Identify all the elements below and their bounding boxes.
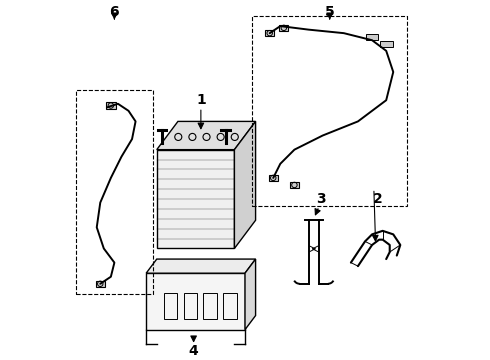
Bar <box>366 33 378 40</box>
Polygon shape <box>146 273 245 330</box>
Bar <box>203 293 217 319</box>
Bar <box>96 281 105 287</box>
Bar <box>75 90 153 294</box>
Bar <box>290 182 299 188</box>
Polygon shape <box>245 259 256 330</box>
Bar <box>184 293 197 319</box>
Polygon shape <box>157 150 234 248</box>
Polygon shape <box>157 121 256 150</box>
Polygon shape <box>146 259 256 273</box>
Bar <box>269 175 278 181</box>
Text: 1: 1 <box>196 93 206 107</box>
Bar <box>265 30 274 36</box>
Bar <box>223 293 237 319</box>
Bar <box>106 102 116 109</box>
Text: 3: 3 <box>316 192 326 206</box>
Text: 4: 4 <box>189 344 198 358</box>
Polygon shape <box>234 121 256 248</box>
Text: 5: 5 <box>325 5 335 19</box>
Bar <box>279 25 289 31</box>
Bar <box>252 15 407 206</box>
Bar <box>164 293 177 319</box>
Text: 2: 2 <box>372 192 382 206</box>
Bar <box>380 41 392 47</box>
Text: 6: 6 <box>110 5 119 19</box>
